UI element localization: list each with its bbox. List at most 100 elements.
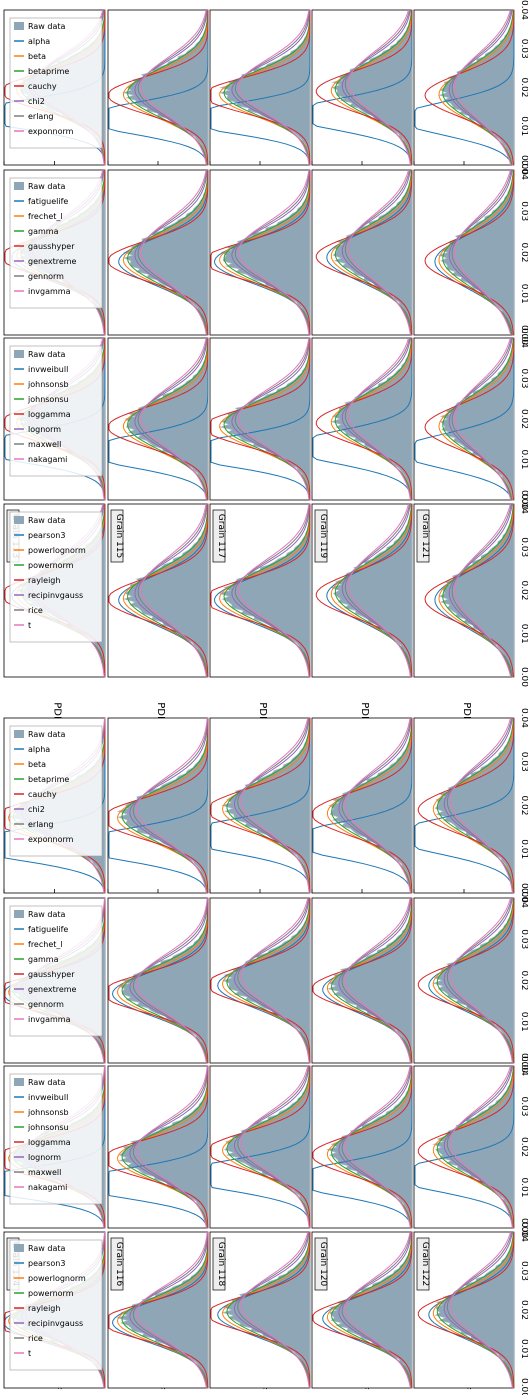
legend-swatch [14,182,24,190]
legend-label: rayleigh [28,1304,60,1313]
subplot [209,337,311,501]
fit-curve [315,10,413,166]
legend-label: genextreme [28,257,77,266]
x-tick-label: 0.01 [519,1177,528,1197]
grain-label: Grain 116 [114,1242,124,1287]
legend-label: recipinvgauss [28,591,83,600]
legend-label: johnsonsu [27,1123,69,1132]
legend-label: nakagami [28,455,67,464]
subplot: 8040 [105,9,209,181]
subplot [209,169,311,336]
legend-label: gausshyper [28,970,75,979]
fit-curve [140,337,207,501]
legend-box [9,345,103,477]
x-tick-label: 0.03 [519,752,528,772]
fit-curve [237,9,310,166]
subplot [311,1065,413,1229]
grain-label-box [110,1237,124,1291]
fit-curve [226,897,311,1064]
fit-curve [344,1231,411,1389]
x-tick-label: 0.01 [519,624,528,644]
fit-curve [414,718,515,894]
subplot: 8040 [309,717,413,909]
legend-label: Raw data [28,1244,65,1253]
legend-label: chi2 [28,97,45,106]
fit-curve [108,338,209,501]
grain-label-box [314,1237,328,1291]
fit-curve [135,897,208,1064]
legend-label: powerlognorm [28,546,86,555]
legend-label: johnsonsb [27,1108,69,1117]
x-tick-label: 0.02 [519,970,528,990]
legend-label: fatiguelife [28,925,68,934]
fit-curve [454,169,512,336]
fit-curve [315,338,413,501]
subplot: 8040Raw dataalphabetabetaprimecauchychi2… [1,9,106,181]
fit-curve [424,169,515,336]
legend-label: Raw data [28,516,65,525]
x-tick-label: 0.00 [519,325,528,345]
subplot: 8040 [207,9,311,181]
subplot: Raw data invweibull johnsonsb johnsonsu logg… [3,337,106,501]
fit-curve [210,898,311,1064]
fit-curve [240,1065,310,1229]
x-tick-label: 0.04 [519,328,528,348]
legend-label: invgamma [28,287,71,296]
legend-label: Raw data [28,22,65,31]
legend-swatch [14,1244,24,1252]
fit-curve [315,504,413,678]
fit-curve [312,338,413,501]
x-tick-label: 0.01 [519,116,528,136]
legend-label: chi2 [28,805,45,814]
subplot [311,169,413,336]
ylabel-pdf: PDF [359,702,370,722]
x-tick-label: 0.03 [519,929,528,949]
fit-curve [315,170,413,336]
fit-curve [417,718,515,894]
fit-curve [417,898,515,1064]
x-tick-label: 0.01 [519,839,528,859]
x-tick-label: 0.00 [519,155,528,175]
x-tick-label: 0.04 [519,888,528,908]
fit-curve [210,1232,311,1389]
subplot [311,897,413,1064]
subplot: 8040Raw dataalphabetabetaprimecauchychi2… [1,717,106,909]
fit-curve [237,169,310,336]
fit-curve [108,338,209,501]
ylabel-pdf: PDF [257,702,268,722]
legend-label: invweibull [28,365,68,374]
legend-label: alpha [28,745,50,754]
legend-label: gausshyper [28,242,75,251]
subplot: 8040 [411,9,515,181]
legend-label: lognorm [28,1153,61,1162]
legend-label: Raw data [28,350,65,359]
legend-label: fatiguelife [28,197,68,206]
legend-label: frechet_l [28,212,63,221]
subplot [413,1065,515,1229]
grain-label-box [110,509,124,563]
fit-curve [347,503,411,678]
fit-curve [140,503,207,678]
grain-label-box [212,1237,226,1291]
fit-curve [210,1066,311,1229]
legend-box [9,1239,103,1371]
histogram [124,337,209,501]
subplot: Raw data invweibull johnsonsb johnsonsu logg… [3,1065,106,1229]
x-tick-label: 0.00 [519,1053,528,1073]
fit-curve [312,1232,413,1389]
fit-curve [210,718,311,894]
legend-label: loggamma [28,1138,71,1147]
fit-curve [454,9,512,166]
legend-label: gamma [28,955,59,964]
legend-box [9,1073,103,1205]
legend-label: rayleigh [28,576,60,585]
x-tick-label: 0.02 [519,1300,528,1320]
x-tick-label: 0.00 [519,1218,528,1238]
fit-curve [135,717,208,894]
fit-curve [108,10,209,166]
subplot [311,337,413,501]
subplot [413,169,515,336]
x-tick-label: 0.01 [519,1339,528,1359]
x-tick-label: 0.04 [519,708,528,728]
